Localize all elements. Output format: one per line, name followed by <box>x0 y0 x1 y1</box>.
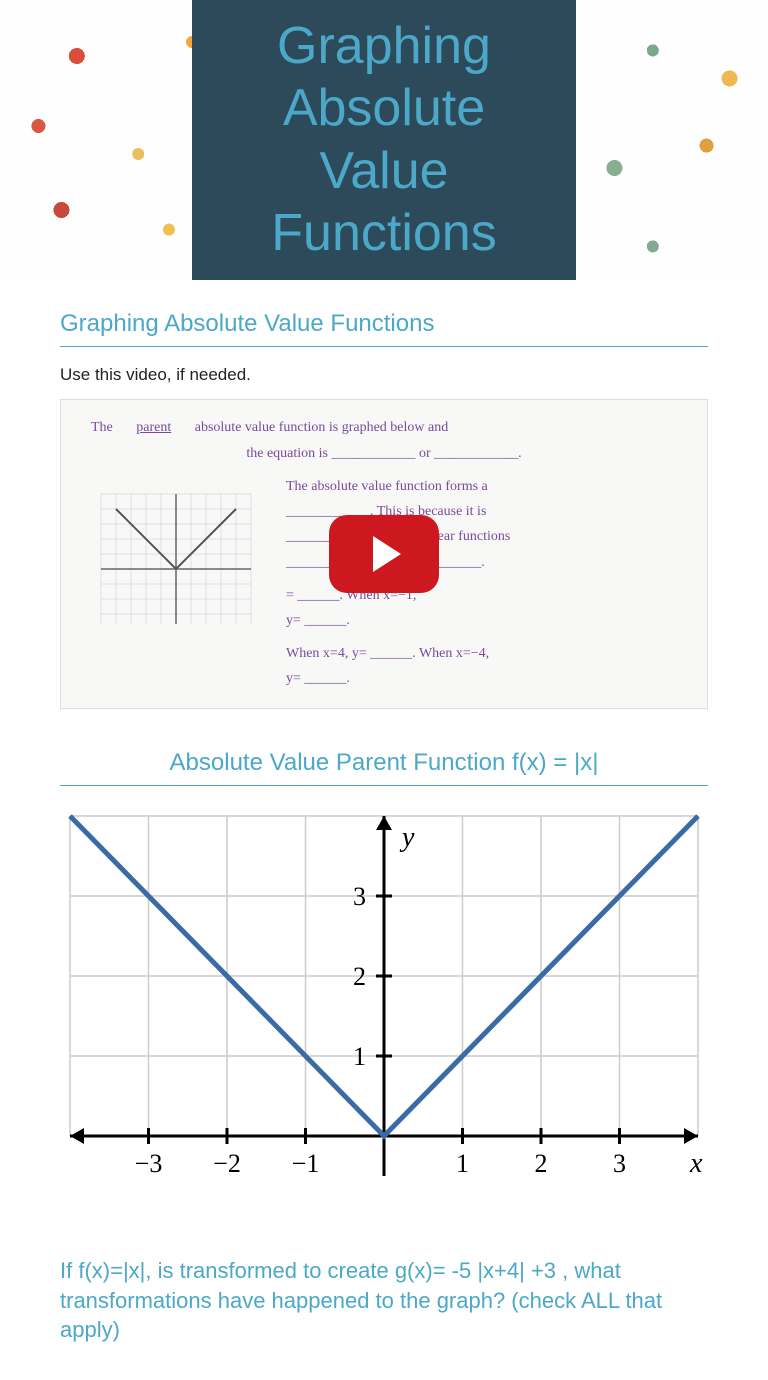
svg-text:2: 2 <box>353 962 366 991</box>
section-title-1: Graphing Absolute Value Functions <box>60 310 708 347</box>
instruction-text: Use this video, if needed. <box>60 365 708 385</box>
video-mini-graph <box>91 484 271 634</box>
svg-text:y: y <box>399 822 415 853</box>
svg-text:1: 1 <box>456 1149 469 1178</box>
hero-title-box: Graphing Absolute Value Functions <box>192 0 576 280</box>
video-text-line1: The parent absolute value function is gr… <box>91 420 677 436</box>
video-text-line2: the equation is ____________ or ________… <box>91 446 677 462</box>
play-icon <box>373 536 401 572</box>
video-player[interactable]: The parent absolute value function is gr… <box>60 399 708 709</box>
section-title-2: Absolute Value Parent Function f(x) = |x… <box>60 749 708 786</box>
page-title: Graphing Absolute Value Functions <box>242 15 526 265</box>
svg-text:−2: −2 <box>213 1149 241 1178</box>
hero-banner: Graphing Absolute Value Functions <box>0 0 768 280</box>
svg-text:2: 2 <box>535 1149 548 1178</box>
svg-text:3: 3 <box>613 1149 626 1178</box>
svg-text:1: 1 <box>353 1042 366 1071</box>
play-button[interactable] <box>329 515 439 593</box>
main-content: Graphing Absolute Value Functions Use th… <box>0 280 768 1375</box>
svg-text:−3: −3 <box>135 1149 163 1178</box>
svg-text:3: 3 <box>353 882 366 911</box>
absolute-value-chart: −3 −2 −1 1 2 3 1 2 3 x y <box>60 806 708 1216</box>
question-text: If f(x)=|x|, is transformed to create g(… <box>60 1256 708 1345</box>
svg-text:−1: −1 <box>292 1149 320 1178</box>
svg-text:x: x <box>689 1148 703 1179</box>
